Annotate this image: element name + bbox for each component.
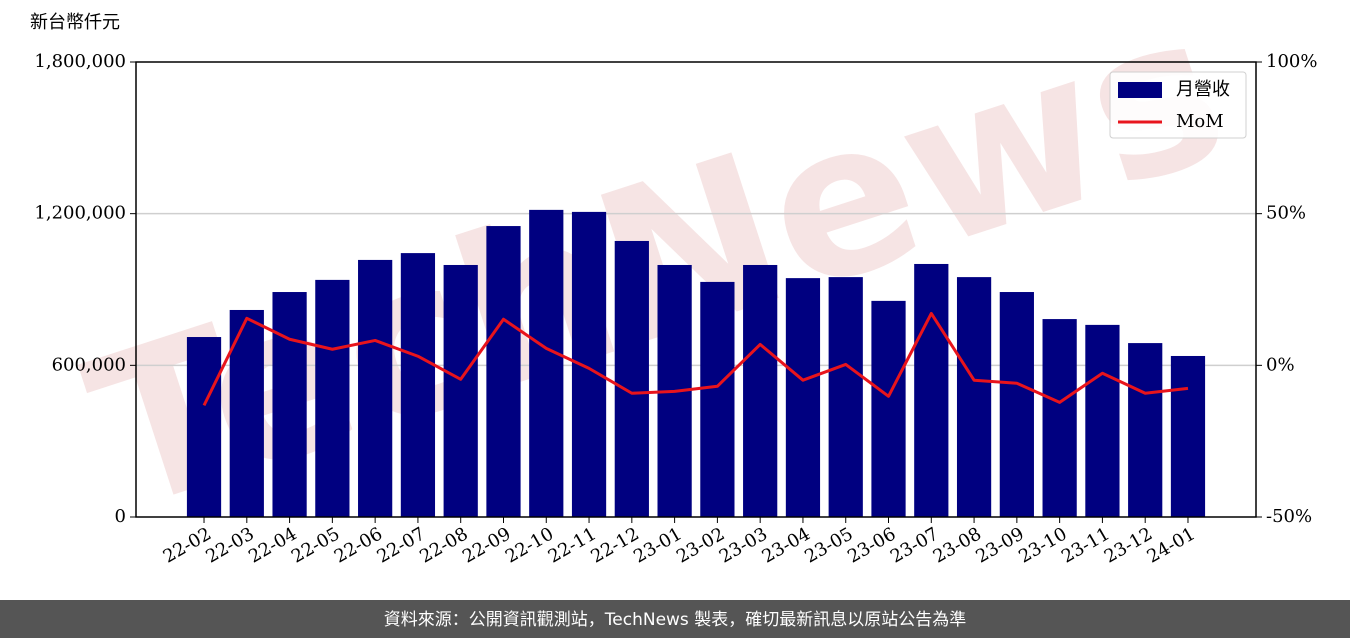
- x-tick-label: 22-10: [502, 523, 557, 567]
- bar: [400, 253, 436, 517]
- y-tick-label: 0: [115, 506, 126, 527]
- bar: [272, 292, 307, 517]
- x-tick-label: 23-11: [1058, 523, 1113, 567]
- legend-label: MoM: [1176, 111, 1224, 132]
- legend-swatch: [1118, 82, 1162, 98]
- bar: [486, 226, 521, 517]
- bar: [914, 263, 949, 517]
- source: 資料來源：公開資訊觀測站，TechNews 製表，確切最新訊息以原站公告為準: [384, 610, 966, 630]
- y-axis-label: 新台幣仟元: [30, 12, 120, 33]
- bar: [700, 281, 735, 517]
- bar: [529, 209, 564, 517]
- y2-tick-label: 100%: [1266, 51, 1317, 72]
- bar: [871, 300, 906, 517]
- x-tick-label: 22-06: [331, 523, 386, 567]
- bar: [999, 292, 1034, 517]
- x-tick-label: 24-01: [1144, 523, 1199, 567]
- x-tick-label: 23-08: [930, 523, 985, 567]
- x-tick-label: 22-04: [245, 523, 300, 567]
- bar: [1128, 343, 1163, 517]
- x-tick-label: 23-12: [1101, 523, 1156, 567]
- bar: [828, 277, 863, 517]
- y-tick-label: 600,000: [52, 354, 126, 375]
- x-tick-label: 22-11: [545, 523, 600, 567]
- bar: [743, 264, 778, 517]
- bar: [1085, 324, 1120, 517]
- x-tick-label: 22-08: [416, 523, 471, 567]
- x-tick-label: 23-04: [759, 523, 814, 567]
- x-tick-label: 23-06: [844, 523, 899, 567]
- bar: [443, 264, 478, 517]
- y-tick-label: 1,800,000: [34, 51, 126, 72]
- bar: [956, 277, 992, 517]
- x-tick-label: 23-10: [1015, 523, 1070, 567]
- x-tick-label: 22-07: [373, 523, 428, 567]
- y-tick-label: 1,200,000: [34, 203, 126, 224]
- bar: [358, 259, 393, 517]
- x-tick-label: 23-05: [801, 523, 856, 567]
- bar: [1170, 355, 1206, 517]
- x-tick-label: 22-05: [288, 523, 343, 567]
- x-tick-label: 23-01: [630, 523, 685, 567]
- legend-label: 月營收: [1176, 79, 1230, 100]
- bar: [614, 240, 649, 517]
- footer: [0, 600, 1350, 638]
- mom-line: [202, 311, 1189, 407]
- x-tick-label: 22-12: [587, 523, 642, 567]
- plot-frame: [135, 61, 1257, 518]
- x-tick-label: 23-02: [673, 523, 728, 567]
- x-tick-label: 23-09: [972, 523, 1027, 567]
- bar: [785, 278, 821, 517]
- x-tick-label: 22-09: [459, 523, 514, 567]
- y2-tick-label: -50%: [1266, 506, 1312, 527]
- bar: [186, 337, 222, 517]
- bar: [1042, 319, 1077, 517]
- bar: [571, 211, 607, 517]
- y2-tick-label: 0%: [1266, 354, 1295, 375]
- y2-tick-label: 50%: [1266, 203, 1306, 224]
- x-tick-label: 23-07: [887, 523, 942, 567]
- bar: [315, 279, 350, 517]
- x-tick-label: 23-03: [716, 523, 771, 567]
